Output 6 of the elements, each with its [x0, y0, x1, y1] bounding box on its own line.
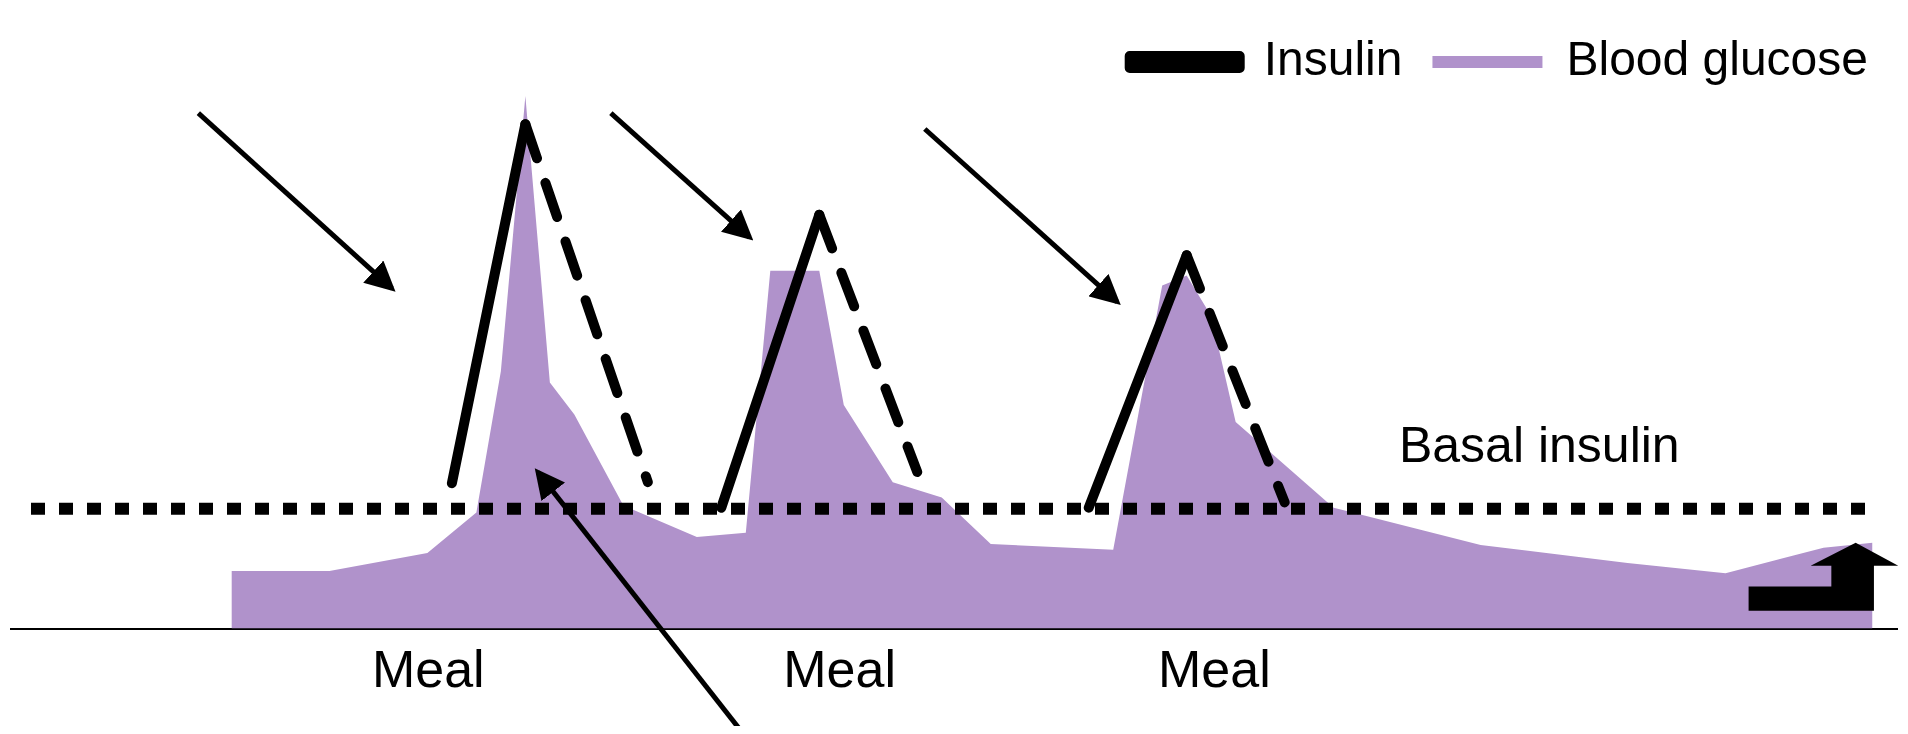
legend-label: Blood glucose [1566, 32, 1868, 86]
ref-line-label: Basal insulin [1398, 416, 1680, 473]
text: Meal [1158, 639, 1271, 698]
text: Meal [783, 639, 896, 698]
text: Meal [371, 639, 485, 698]
legend-label: Insulin [1263, 32, 1403, 86]
